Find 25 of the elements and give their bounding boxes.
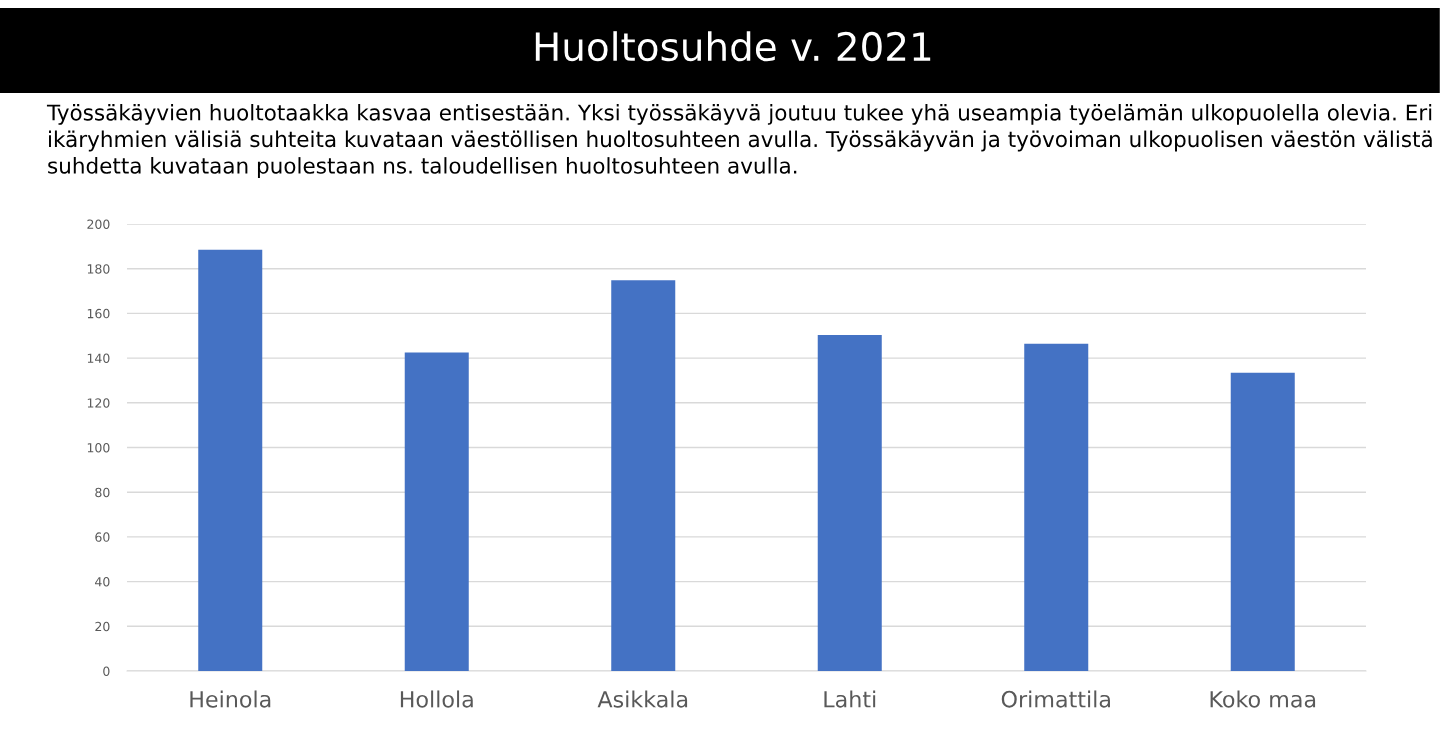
- y-tick-label: 120: [87, 398, 110, 408]
- chart-subtitle: Työssäkäyvien huoltotaakka kasvaa entisestään. Yksi työssäkäyvä joutuu tukee yhä useampia työelämän ulkopuolella olevia. Eri ikäryhmien välisiä suhteita kuvataan väestöllisen huoltosuhteen avulla. Työssäkäyvän ja työvoiman ulkopuolisen väestön välistä suhdetta kuvataan puolestaan ns. taloudellisen huoltosuhteen avulla.: [46, 104, 1432, 178]
- x-tick-label: Hollola: [400, 690, 473, 708]
- y-tick-label: 40: [95, 577, 110, 587]
- bar: [1230, 372, 1295, 671]
- bar: [404, 352, 469, 671]
- y-tick-label: 160: [87, 308, 110, 319]
- y-tick-label: 60: [95, 532, 110, 542]
- x-tick-label: Heinola: [190, 690, 271, 708]
- y-tick-label: 80: [95, 487, 110, 498]
- x-tick-label: Koko maa: [1210, 690, 1316, 708]
- bar: [817, 335, 882, 671]
- y-tick-label: 0: [103, 666, 110, 676]
- bar: [611, 280, 676, 671]
- y-tick-label: 200: [87, 219, 110, 229]
- y-tick-label: 100: [87, 442, 110, 453]
- bar: [1024, 343, 1089, 671]
- chart-title: Huoltosuhde v. 2021: [535, 31, 931, 62]
- x-tick-label: Lahti: [824, 690, 876, 708]
- y-tick-label: 140: [87, 353, 110, 364]
- x-tick-label: Asikkala: [597, 690, 688, 708]
- y-tick-label: 20: [95, 621, 110, 632]
- bar: [198, 249, 263, 671]
- x-tick-label: Orimattila: [1001, 690, 1110, 708]
- y-tick-label: 180: [87, 264, 110, 274]
